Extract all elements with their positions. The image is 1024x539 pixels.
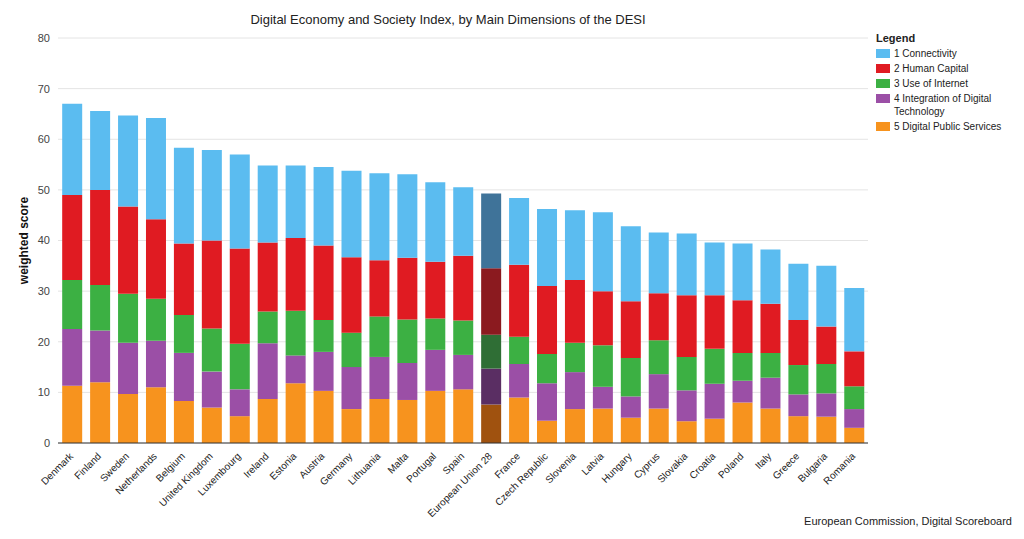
svg-text:Netherlands: Netherlands bbox=[113, 451, 159, 497]
html-text:Digital Economy and Society In: Digital Economy and Society Index, by Ma… bbox=[250, 12, 646, 27]
svg-text:Cyprus: Cyprus bbox=[631, 450, 662, 481]
svg-text:Italy: Italy bbox=[753, 451, 774, 472]
svg-text:European Union 28: European Union 28 bbox=[425, 450, 494, 519]
html-text:4 Integration of Digital Techn: 4 Integration of Digital Technology bbox=[894, 93, 992, 117]
svg-text:Latvia: Latvia bbox=[579, 450, 606, 478]
svg-text:Austria: Austria bbox=[296, 450, 327, 481]
svg-text:Poland: Poland bbox=[716, 451, 746, 481]
svg-text:Greece: Greece bbox=[770, 450, 802, 482]
svg-text:50: 50 bbox=[38, 184, 50, 196]
svg-text:weighted score: weighted score bbox=[17, 196, 31, 285]
svg-text:40: 40 bbox=[38, 234, 50, 246]
html-text:2 Human Capital: 2 Human Capital bbox=[894, 63, 969, 74]
svg-text:Luxembourg: Luxembourg bbox=[196, 451, 243, 498]
svg-text:Croatia: Croatia bbox=[687, 450, 718, 481]
svg-text:Lithuania: Lithuania bbox=[346, 450, 383, 487]
svg-text:Bulgaria: Bulgaria bbox=[795, 450, 830, 485]
svg-text:Denmark: Denmark bbox=[39, 450, 76, 487]
svg-text:Romania: Romania bbox=[821, 450, 857, 486]
svg-text:Sweden: Sweden bbox=[97, 450, 132, 484]
svg-text:Germany: Germany bbox=[317, 450, 355, 488]
html-text:1 Connectivity: 1 Connectivity bbox=[894, 48, 957, 59]
svg-text:Estonia: Estonia bbox=[267, 450, 299, 482]
svg-text:Czech Republic: Czech Republic bbox=[493, 451, 550, 508]
svg-text:Spain: Spain bbox=[440, 451, 466, 477]
svg-text:70: 70 bbox=[38, 83, 50, 95]
html-text:European Commission, Digital S: European Commission, Digital Scoreboard bbox=[804, 515, 1012, 527]
svg-text:0: 0 bbox=[44, 437, 50, 449]
svg-text:10: 10 bbox=[38, 386, 50, 398]
svg-text:Portugal: Portugal bbox=[404, 451, 438, 485]
svg-text:France: France bbox=[492, 450, 523, 481]
svg-text:20: 20 bbox=[38, 336, 50, 348]
svg-text:Ireland: Ireland bbox=[241, 451, 270, 480]
svg-text:Hungary: Hungary bbox=[599, 451, 634, 486]
svg-text:Finland: Finland bbox=[72, 450, 104, 482]
svg-text:Belgium: Belgium bbox=[153, 450, 187, 484]
svg-text:United Kingdom: United Kingdom bbox=[156, 450, 215, 509]
html-text:5 Digital Public Services: 5 Digital Public Services bbox=[894, 121, 1002, 132]
svg-text:60: 60 bbox=[38, 133, 50, 145]
svg-text:30: 30 bbox=[38, 285, 50, 297]
svg-text:80: 80 bbox=[38, 32, 50, 44]
html-text:3 Use of Internet: 3 Use of Internet bbox=[894, 78, 968, 89]
html-text:Legend: Legend bbox=[876, 32, 916, 44]
svg-text:Slovakia: Slovakia bbox=[655, 450, 690, 485]
svg-text:Slovenia: Slovenia bbox=[543, 450, 578, 485]
svg-text:Malta: Malta bbox=[385, 450, 410, 475]
